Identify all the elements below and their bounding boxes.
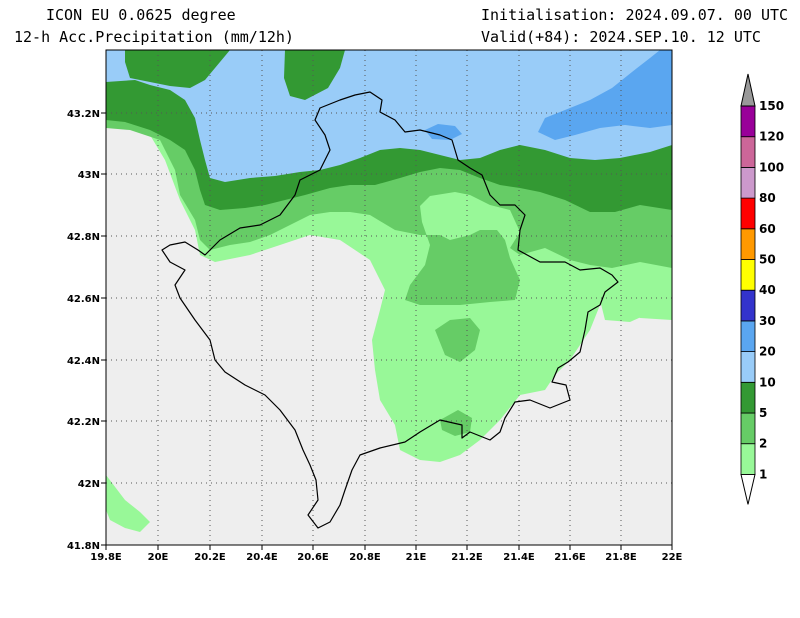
lon-label: 21E xyxy=(406,552,427,563)
lon-label: 20.2E xyxy=(194,552,226,563)
lat-tick-marks xyxy=(101,112,106,546)
lon-label: 21.4E xyxy=(503,552,535,563)
colorbar-label-30: 30 xyxy=(759,314,776,328)
lon-label: 22E xyxy=(662,552,683,563)
lat-label: 42.8N xyxy=(67,232,100,243)
lon-tick-marks xyxy=(105,545,673,550)
colorbar-label-60: 60 xyxy=(759,222,776,236)
colorbar-label-80: 80 xyxy=(759,191,776,205)
colorbar-swatch-50 xyxy=(740,228,756,260)
colorbar-swatch-5 xyxy=(740,381,756,414)
lat-label: 42.6N xyxy=(67,294,100,305)
colorbar-swatch-20 xyxy=(740,320,756,352)
colorbar-swatch-40 xyxy=(740,259,756,291)
lat-label: 43.2N xyxy=(67,109,100,120)
colorbar: 1 2 5 10 20 30 40 50 60 80 100 120 150 xyxy=(740,73,784,505)
colorbar-upper-arrow xyxy=(740,73,756,107)
lon-label: 21.2E xyxy=(451,552,483,563)
colorbar-label-150: 150 xyxy=(759,99,784,113)
kosovo-border xyxy=(161,91,619,529)
precip-band-5mm-nw xyxy=(125,50,230,88)
precip-band-2mm-sw xyxy=(106,475,150,532)
model-title: ICON EU 0.0625 degree xyxy=(46,6,236,24)
precipitation-field xyxy=(106,50,672,545)
init-time: Initialisation: 2024.09.07. 00 UTC xyxy=(481,6,789,24)
lon-label: 21.6E xyxy=(554,552,586,563)
field-title: 12-h Acc.Precipitation (mm/12h) xyxy=(14,28,294,46)
lat-label: 42N xyxy=(78,479,100,490)
lat-label: 42.4N xyxy=(67,356,100,367)
colorbar-label-20: 20 xyxy=(759,345,776,359)
colorbar-swatch-30 xyxy=(740,289,756,322)
precip-band-2mm-e xyxy=(600,290,652,322)
precip-band-5mm-s xyxy=(440,410,472,436)
lon-label: 20.4E xyxy=(246,552,278,563)
lon-label: 20.8E xyxy=(349,552,381,563)
colorbar-label-1: 1 xyxy=(759,467,767,481)
lon-label: 21.8E xyxy=(605,552,637,563)
colorbar-label-100: 100 xyxy=(759,160,784,174)
precip-band-10mm-blue xyxy=(106,50,672,182)
precip-band-20mm-small xyxy=(425,124,462,140)
precip-band-5mm-n xyxy=(284,50,345,100)
colorbar-lower-arrow xyxy=(740,473,756,505)
lat-label: 42.2N xyxy=(67,417,100,428)
lon-label: 20E xyxy=(148,552,169,563)
lat-axis-labels: 41.8N 42N 42.2N 42.4N 42.6N 42.8N 43N 43… xyxy=(67,109,100,552)
colorbar-label-10: 10 xyxy=(759,375,776,389)
lon-label: 19.8E xyxy=(90,552,122,563)
colorbar-label-40: 40 xyxy=(759,283,776,297)
colorbar-label-50: 50 xyxy=(759,253,776,267)
colorbar-label-120: 120 xyxy=(759,130,784,144)
colorbar-label-5: 5 xyxy=(759,406,767,420)
colorbar-swatch-100 xyxy=(740,136,756,168)
valid-time: Valid(+84): 2024.SEP.10. 12 UTC xyxy=(481,28,761,46)
lon-label: 20.6E xyxy=(297,552,329,563)
colorbar-swatch-80 xyxy=(740,166,756,199)
lat-label: 41.8N xyxy=(67,541,100,552)
colorbar-swatch-1 xyxy=(740,443,756,475)
precip-band-20mm xyxy=(538,50,672,140)
colorbar-swatch-2 xyxy=(740,412,756,445)
lat-label: 43N xyxy=(78,170,100,181)
lon-axis-labels: 19.8E 20E 20.2E 20.4E 20.6E 20.8E 21E 21… xyxy=(90,552,682,563)
colorbar-label-2: 2 xyxy=(759,437,767,451)
colorbar-swatch-60 xyxy=(740,197,756,230)
precip-band-5mm-c xyxy=(435,318,480,362)
colorbar-swatch-120 xyxy=(740,105,756,138)
colorbar-swatch-10 xyxy=(740,351,756,383)
